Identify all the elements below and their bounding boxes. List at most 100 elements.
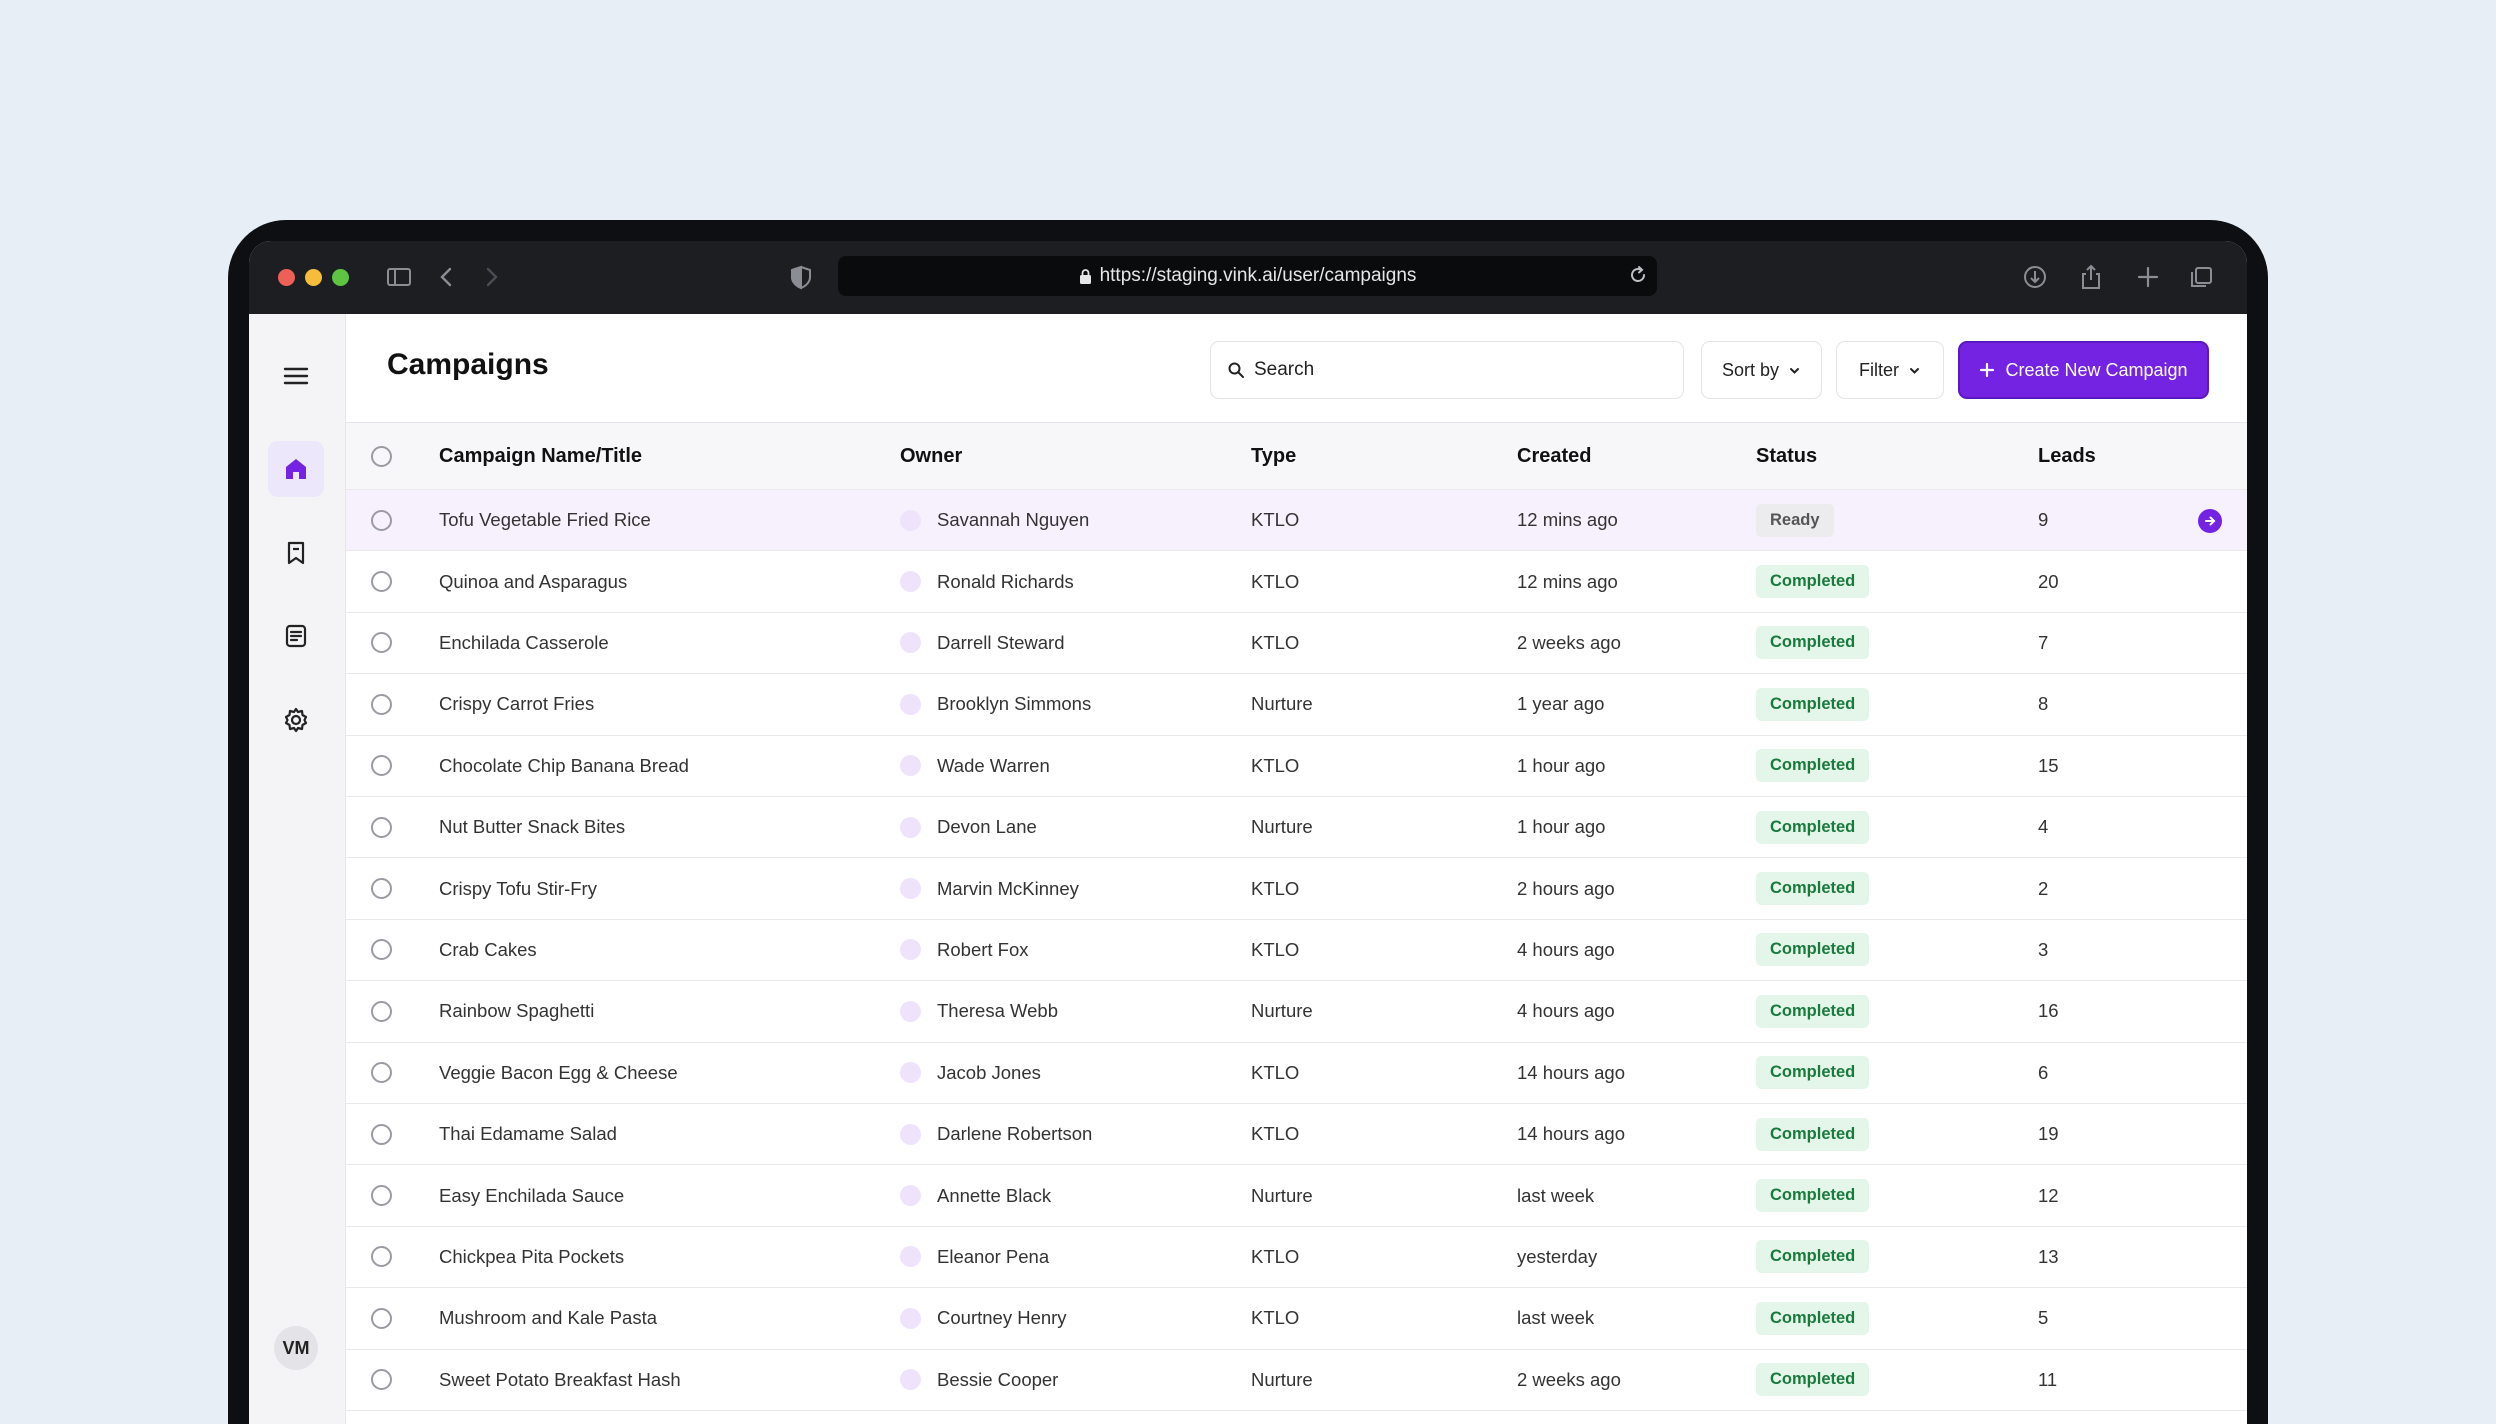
row-checkbox[interactable] [371, 736, 417, 796]
new-tab-icon[interactable] [2132, 261, 2164, 293]
tab-overview-icon[interactable] [2185, 261, 2217, 293]
table-row[interactable]: Chickpea Pita Pockets Eleanor Pena KTLO yes… [346, 1227, 2247, 1289]
campaign-name[interactable]: Tofu Vegetable Fried Rice [439, 509, 651, 531]
campaign-name[interactable]: Crispy Tofu Stir-Fry [439, 877, 597, 899]
created-time: 1 year ago [1517, 693, 1605, 715]
back-icon[interactable] [431, 261, 463, 293]
owner-name: Jacob Jones [937, 1061, 1041, 1083]
campaign-type: KTLO [1251, 1123, 1300, 1145]
table-row[interactable]: Sweet Potato Breakfast Hash Bessie Cooper… [346, 1350, 2247, 1411]
campaign-name[interactable]: Mushroom and Kale Pasta [439, 1307, 658, 1329]
created-time: 4 hours ago [1517, 1000, 1615, 1022]
campaign-name[interactable]: Quinoa and Asparagus [439, 570, 628, 592]
table-row[interactable]: Chocolate Chip Banana Bread Wade Warren KT… [346, 736, 2247, 797]
sidebar-item-settings[interactable] [268, 692, 324, 748]
share-icon[interactable] [2075, 261, 2107, 293]
row-checkbox[interactable] [371, 920, 417, 980]
table-row[interactable]: Nut Butter Snack Bites Devon Lane Nurture 1… [346, 797, 2247, 859]
campaign-name[interactable]: Rainbow Spaghetti [439, 1000, 595, 1022]
sort-button[interactable]: Sort by [1701, 341, 1822, 399]
leads-count: 2 [2038, 877, 2049, 899]
table-row[interactable]: Veggie Bacon Egg & Cheese Jacob Jones KTLO… [346, 1043, 2247, 1104]
row-checkbox[interactable] [371, 797, 417, 857]
status-cell: Completed [1756, 736, 1870, 796]
campaign-name[interactable]: Enchilada Casserole [439, 631, 609, 653]
campaign-name[interactable]: Thai Edamame Salad [439, 1123, 617, 1145]
owner-avatar [900, 1000, 921, 1022]
campaign-name[interactable]: Chickpea Pita Pockets [439, 1245, 625, 1267]
owner-avatar [900, 1369, 921, 1391]
table-row[interactable]: Enchilada Casserole Darrell Steward KTLO 2 … [346, 613, 2247, 675]
row-checkbox[interactable] [371, 1350, 417, 1410]
table-row[interactable]: Mushroom and Kale Pasta Courtney Henry KTL… [346, 1288, 2247, 1350]
row-checkbox[interactable] [371, 674, 417, 734]
bookmark-icon [287, 541, 305, 565]
created-time: yesterday [1517, 1245, 1598, 1267]
reload-icon[interactable] [1625, 262, 1651, 288]
close-window-button[interactable] [278, 269, 295, 286]
zoom-window-button[interactable] [332, 269, 349, 286]
minimize-window-button[interactable] [305, 269, 322, 286]
campaign-type: KTLO [1251, 509, 1300, 531]
menu-button[interactable] [268, 348, 324, 404]
row-checkbox[interactable] [371, 1043, 417, 1103]
column-header-owner[interactable]: Owner [900, 444, 963, 467]
campaign-name[interactable]: Nut Butter Snack Bites [439, 816, 626, 838]
downloads-icon[interactable] [2019, 261, 2051, 293]
campaign-name[interactable]: Crab Cakes [439, 938, 537, 960]
row-checkbox[interactable] [371, 1227, 417, 1287]
sidebar-item-saved[interactable] [268, 525, 324, 581]
column-header-type[interactable]: Type [1251, 444, 1297, 467]
table-row[interactable]: Crab Cakes Robert Fox KTLO 4 hours ago Compl… [346, 920, 2247, 982]
open-campaign-arrow-icon[interactable] [2198, 509, 2222, 533]
filter-button[interactable]: Filter [1836, 341, 1944, 399]
campaign-name[interactable]: Easy Enchilada Sauce [439, 1184, 625, 1206]
forward-icon[interactable] [475, 261, 507, 293]
row-checkbox[interactable] [371, 981, 417, 1041]
table-row[interactable]: Rainbow Spaghetti Theresa Webb Nurture 4 ho… [346, 981, 2247, 1043]
avatar[interactable]: VM [274, 1326, 318, 1370]
row-checkbox[interactable] [371, 1104, 417, 1164]
sidebar-item-home[interactable] [268, 441, 324, 497]
campaign-name[interactable]: Veggie Bacon Egg & Cheese [439, 1061, 678, 1083]
sidebar-item-documents[interactable] [268, 608, 324, 664]
status-badge: Completed [1756, 872, 1870, 906]
row-checkbox[interactable] [371, 551, 417, 611]
search-input[interactable]: Search [1210, 341, 1684, 399]
leads-count: 19 [2038, 1123, 2059, 1145]
row-checkbox[interactable] [371, 1165, 417, 1225]
campaign-name[interactable]: Crispy Carrot Fries [439, 693, 595, 715]
table-row[interactable]: Tofu Vegetable Fried Rice Savannah Nguyen… [346, 490, 2247, 552]
address-bar[interactable]: https://staging.vink.ai/user/campaigns [838, 256, 1657, 296]
table-row[interactable]: Crispy Tofu Stir-Fry Marvin McKinney KTLO 2… [346, 858, 2247, 920]
row-checkbox[interactable] [371, 490, 417, 550]
table-row[interactable]: Easy Enchilada Sauce Annette Black Nurture… [346, 1165, 2247, 1227]
select-all-checkbox[interactable] [371, 423, 417, 489]
column-header-leads[interactable]: Leads [2038, 444, 2096, 467]
owner-cell: Jacob Jones [900, 1043, 1041, 1103]
campaign-type: KTLO [1251, 1307, 1300, 1329]
status-cell: Completed [1756, 1043, 1870, 1103]
row-checkbox[interactable] [371, 613, 417, 673]
create-campaign-button[interactable]: Create New Campaign [1958, 341, 2209, 399]
table-row[interactable]: Quinoa and Asparagus Ronald Richards KTLO 1… [346, 551, 2247, 613]
column-header-name[interactable]: Campaign Name/Title [439, 444, 643, 467]
owner-cell: Wade Warren [900, 736, 1050, 796]
status-cell: Ready [1756, 490, 1834, 550]
campaign-name[interactable]: Sweet Potato Breakfast Hash [439, 1368, 681, 1390]
campaign-type: Nurture [1251, 693, 1313, 715]
sidebar-toggle-icon[interactable] [383, 261, 415, 293]
campaign-type: KTLO [1251, 1061, 1300, 1083]
owner-name: Darrell Steward [937, 631, 1065, 653]
created-time: 2 hours ago [1517, 877, 1615, 899]
table-row[interactable]: Thai Edamame Salad Darlene Robertson KTLO 1… [346, 1104, 2247, 1166]
privacy-shield-icon[interactable] [785, 261, 817, 293]
row-checkbox[interactable] [371, 1288, 417, 1348]
column-header-status[interactable]: Status [1756, 444, 1818, 467]
status-cell: Completed [1756, 1104, 1870, 1164]
column-header-created[interactable]: Created [1517, 444, 1592, 467]
table-row[interactable]: Crispy Carrot Fries Brooklyn Simmons Nurtu… [346, 674, 2247, 736]
owner-name: Theresa Webb [937, 1000, 1058, 1022]
row-checkbox[interactable] [371, 858, 417, 918]
campaign-name[interactable]: Chocolate Chip Banana Bread [439, 754, 689, 776]
